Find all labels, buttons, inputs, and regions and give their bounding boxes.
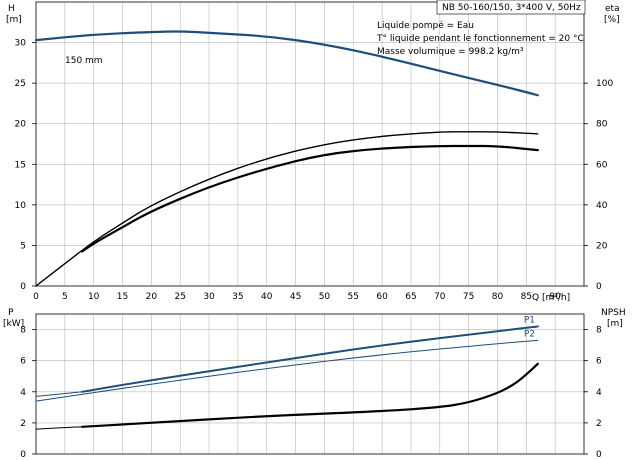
info-line-temperature: T° liquide pendant le fonctionnement = 2… <box>376 34 584 44</box>
top-left-tick-label: 10 <box>15 201 27 211</box>
bottom-left-axis-label-line2: [kW] <box>3 319 24 329</box>
bottom-left-tick-label: 4 <box>20 388 26 398</box>
top-plot-frame <box>35 1 585 287</box>
x-tick-label: 60 <box>376 292 388 302</box>
top-left-axis-label-line2: [m] <box>6 15 22 25</box>
x-tick-label: 30 <box>203 292 215 302</box>
x-tick-label: 10 <box>88 292 100 302</box>
series-label-p2: P2 <box>524 329 535 339</box>
top-right-tick-label: 20 <box>596 241 608 251</box>
series-p1-curve <box>81 325 539 393</box>
bottom-plot-frame <box>35 313 585 455</box>
head-efficiency-panel: 0 5 10 15 20 25 30 0 20 40 60 80 100 0 5 10 15 20 25 30 35 40… <box>6 0 620 303</box>
bottom-left-tick-label: 0 <box>20 450 26 460</box>
top-left-tick-label: 30 <box>15 39 27 49</box>
x-tick-label: 50 <box>319 292 331 302</box>
top-right-tick-label: 80 <box>596 120 608 130</box>
x-axis-label: Q [m³/h] <box>532 293 570 303</box>
bottom-right-tick-label: 6 <box>596 357 602 367</box>
bottom-left-axis-label-line1: P <box>8 308 14 318</box>
x-tick-label: 0 <box>33 292 39 302</box>
top-right-axis-label-line1: eta <box>605 4 620 14</box>
top-left-tick-label: 20 <box>15 120 27 130</box>
x-tick-label: 15 <box>117 292 128 302</box>
x-tick-label: 5 <box>62 292 68 302</box>
x-tick-label: 80 <box>492 292 504 302</box>
top-left-tick-label: 15 <box>15 160 26 170</box>
bottom-right-tick-label: 4 <box>596 388 602 398</box>
top-right-tick-label: 60 <box>596 160 608 170</box>
bottom-right-tick-label: 8 <box>596 326 602 336</box>
impeller-size-annotation: 150 mm <box>65 56 103 66</box>
bottom-right-tick-label: 2 <box>596 419 602 429</box>
top-left-tick-label: 5 <box>20 241 26 251</box>
x-tick-label: 90 <box>549 292 561 302</box>
series-curve-top-2 <box>81 144 539 253</box>
x-tick-label: 45 <box>290 292 301 302</box>
x-tick-label: 35 <box>232 292 243 302</box>
x-tick-label: 75 <box>463 292 474 302</box>
x-tick-label: 70 <box>434 292 446 302</box>
bottom-right-axis-label-line2: [m] <box>607 319 623 329</box>
bottom-axis-ticks: 0 2 4 6 8 0 2 4 6 8 <box>20 326 602 460</box>
x-tick-label: 20 <box>146 292 158 302</box>
info-line-density: Masse volumique = 998.2 kg/m³ <box>377 47 524 57</box>
bottom-left-tick-label: 8 <box>20 326 26 336</box>
series-npsh-curve <box>81 362 539 428</box>
bottom-left-tick-label: 2 <box>20 419 26 429</box>
top-right-tick-label: 100 <box>596 79 613 89</box>
top-axis-ticks: 0 5 10 15 20 25 30 0 20 40 60 80 100 0 5 10 15 20 25 30 35 40… <box>15 39 614 302</box>
x-tick-label: 85 <box>521 292 532 302</box>
x-tick-label: 25 <box>174 292 185 302</box>
top-right-tick-label: 0 <box>596 282 602 292</box>
x-tick-label: 65 <box>405 292 416 302</box>
series-label-p1: P1 <box>524 315 535 325</box>
series-h-curve <box>34 30 539 97</box>
bottom-right-tick-label: 0 <box>596 450 602 460</box>
chart-title-box <box>436 0 586 15</box>
series-p2-curve <box>35 339 539 402</box>
top-grid <box>36 2 584 286</box>
series-curve-top-1 <box>35 131 539 287</box>
top-right-axis-label-line2: [%] <box>604 15 620 25</box>
top-series <box>34 30 539 287</box>
bottom-right-axis-label-line1: NPSH <box>601 308 626 318</box>
bottom-grid <box>36 314 584 454</box>
top-left-axis-label-line1: H <box>8 4 15 14</box>
top-left-tick-label: 25 <box>15 79 26 89</box>
x-tick-label: 55 <box>348 292 359 302</box>
info-line-liquid: Liquide pompé = Eau <box>377 20 474 31</box>
x-tick-label: 40 <box>261 292 273 302</box>
series-curve-bottom-3 <box>35 426 83 430</box>
top-right-tick-label: 40 <box>596 201 608 211</box>
series-curve-bottom-2 <box>35 391 83 397</box>
chart-title: NB 50-160/150, 3*400 V, 50Hz <box>442 3 581 13</box>
top-left-tick-label: 0 <box>20 282 26 292</box>
bottom-left-tick-label: 6 <box>20 357 26 367</box>
